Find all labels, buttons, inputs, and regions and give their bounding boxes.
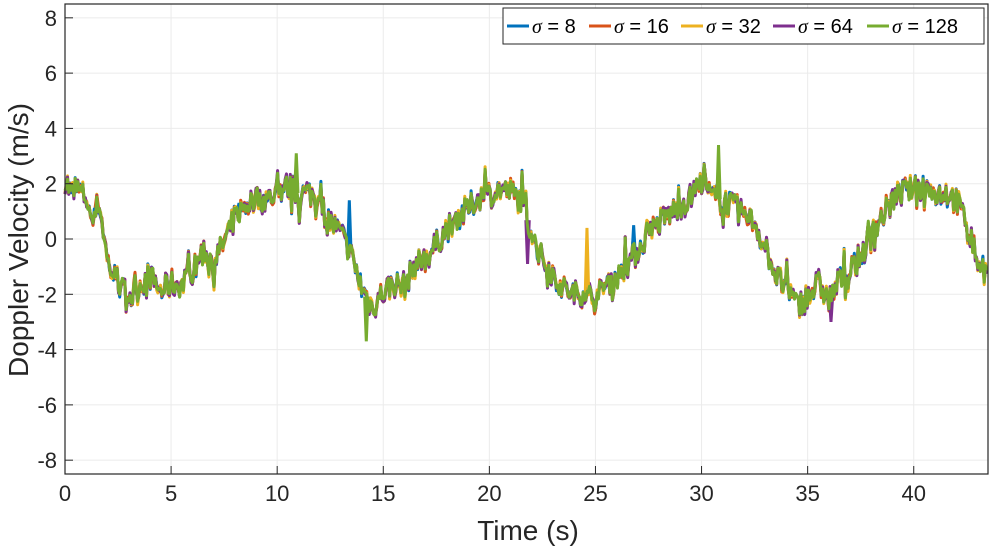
series-spike: [346, 200, 353, 252]
legend-label: σ = 32: [706, 16, 761, 38]
x-tick-label: 5: [165, 481, 177, 506]
legend-label: σ = 128: [892, 16, 958, 38]
x-tick-label: 15: [371, 481, 395, 506]
x-tick-label: 30: [689, 481, 713, 506]
series-spike: [583, 227, 591, 294]
series-spike: [715, 144, 722, 200]
x-axis-label: Time (s): [477, 515, 579, 546]
y-tick-label: 2: [45, 172, 57, 197]
legend: σ = 8 σ = 16 σ = 32 σ = 64 σ = 128: [502, 7, 985, 45]
y-tick-label: -4: [37, 338, 57, 363]
x-tick-label: 0: [59, 481, 71, 506]
y-tick-label: 8: [45, 6, 57, 31]
y-tick-label: 6: [45, 61, 57, 86]
y-tick-label: -8: [37, 448, 57, 473]
legend-label: σ = 64: [798, 16, 853, 38]
y-tick-label: 0: [45, 227, 57, 252]
x-tick-label: 35: [795, 481, 819, 506]
legend-label: σ = 8: [532, 16, 576, 38]
x-tick-label: 25: [583, 481, 607, 506]
legend-box: [502, 7, 985, 45]
x-tick-label: 40: [901, 481, 925, 506]
y-axis-label: Doppler Velocity (m/s): [3, 103, 34, 377]
y-tick-label: -2: [37, 282, 57, 307]
series-spike: [363, 296, 370, 342]
x-tick-label: 20: [477, 481, 501, 506]
y-tick-label: 4: [45, 116, 57, 141]
y-tick-label: -6: [37, 393, 57, 418]
series-layer: [63, 144, 989, 342]
legend-label: σ = 16: [614, 16, 669, 38]
series-line-5: [63, 163, 989, 317]
x-tick-label: 10: [265, 481, 289, 506]
